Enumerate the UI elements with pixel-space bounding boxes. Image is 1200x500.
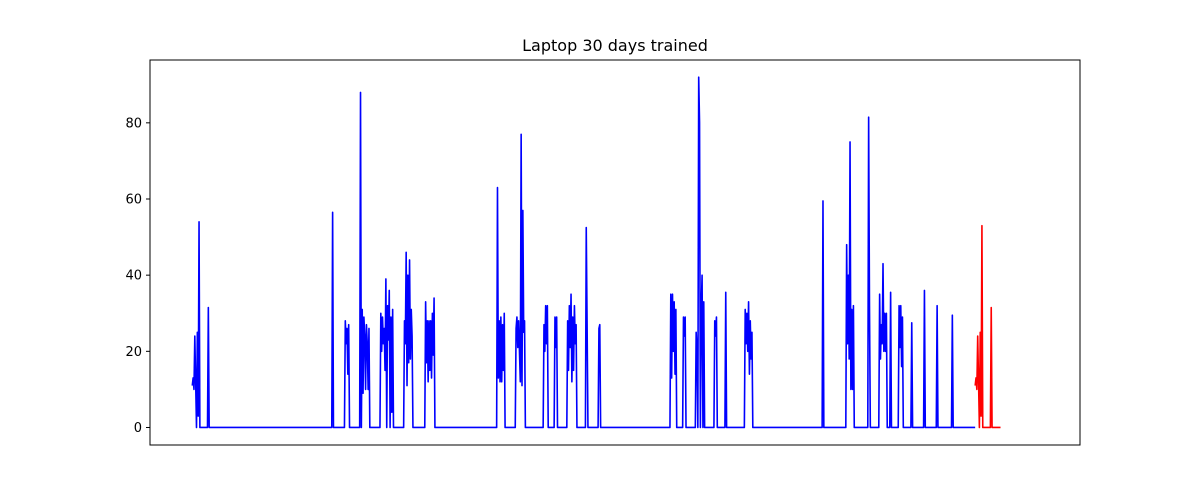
y-tick-label-1: 20 [125, 345, 142, 360]
plot-frame [149, 59, 1081, 446]
y-tick-label-0: 0 [134, 421, 142, 436]
chart-title: Laptop 30 days trained [522, 36, 708, 55]
series-line-0 [191, 76, 976, 429]
y-tick-label-2: 40 [125, 269, 142, 284]
series-line-1 [974, 224, 1001, 429]
series-layer [191, 76, 1001, 429]
y-axis: 0 20 40 60 80 [125, 116, 150, 436]
y-tick-label-3: 60 [125, 192, 142, 207]
y-tick-label-4: 80 [125, 116, 142, 131]
